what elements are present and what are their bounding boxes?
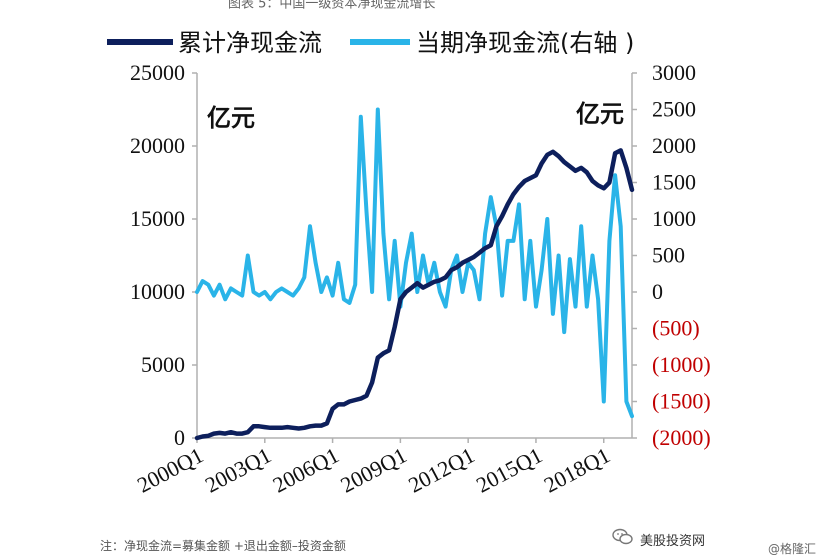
left-tick-label: 0 bbox=[174, 425, 185, 450]
x-tick-label: 2015Q1 bbox=[472, 442, 546, 497]
series-line-quarterly bbox=[195, 107, 634, 419]
x-tick-label: 2009Q1 bbox=[336, 442, 410, 497]
x-axis-ticks: 2000Q12003Q12006Q12009Q12012Q12015Q12018… bbox=[133, 438, 614, 498]
left-axis-ticks: 0 5000 10000 15000 20000 25000 bbox=[130, 60, 197, 450]
right-axis-ticks: (2000) (1500) (1000) (500) 0 500 1000 1500 2000 2… bbox=[632, 60, 711, 450]
right-unit-label: 亿元 bbox=[576, 100, 624, 128]
left-unit-label: 亿元 bbox=[207, 104, 255, 132]
footer-note: 注：净现金流=募集金额 +退出金额–投资金额 bbox=[100, 539, 346, 553]
legend-label-cumulative: 累计净现金流 bbox=[178, 29, 322, 57]
left-tick-label: 15000 bbox=[130, 206, 185, 231]
right-tick-label: 2000 bbox=[652, 133, 696, 158]
series-line-cumulative bbox=[194, 148, 635, 441]
chart-title-fragment: 图表 5：中国一级资本净现金流增长 bbox=[228, 0, 435, 12]
watermark-secondary: @格隆汇 bbox=[768, 542, 817, 556]
right-tick-label: 3000 bbox=[652, 60, 696, 85]
right-tick-label: (500) bbox=[652, 316, 700, 341]
right-tick-label: (1500) bbox=[652, 389, 711, 414]
left-tick-label: 20000 bbox=[130, 133, 185, 158]
right-tick-label: 1500 bbox=[652, 170, 696, 195]
right-tick-label: 0 bbox=[652, 279, 663, 304]
right-tick-label: (1000) bbox=[652, 352, 711, 377]
right-tick-label: 1000 bbox=[652, 206, 696, 231]
x-tick-label: 2018Q1 bbox=[540, 442, 614, 497]
left-tick-label: 5000 bbox=[141, 352, 185, 377]
x-tick-label: 2006Q1 bbox=[269, 442, 343, 497]
left-tick-label: 10000 bbox=[130, 279, 185, 304]
left-tick-label: 25000 bbox=[130, 60, 185, 85]
wechat-logo-icon bbox=[612, 528, 633, 545]
watermark-main: 美股投资网 bbox=[640, 534, 706, 549]
right-tick-label: 2500 bbox=[652, 97, 696, 122]
series-layer bbox=[194, 107, 635, 441]
right-tick-label: 500 bbox=[652, 243, 685, 268]
x-tick-label: 2012Q1 bbox=[404, 442, 478, 497]
legend: 累计净现金流 当期净现金流(右轴 ) bbox=[107, 29, 634, 57]
legend-label-quarterly: 当期净现金流(右轴 ) bbox=[416, 29, 634, 57]
x-tick-label: 2003Q1 bbox=[201, 442, 275, 497]
x-tick-label: 2000Q1 bbox=[133, 442, 207, 497]
right-tick-label: (2000) bbox=[652, 425, 711, 450]
